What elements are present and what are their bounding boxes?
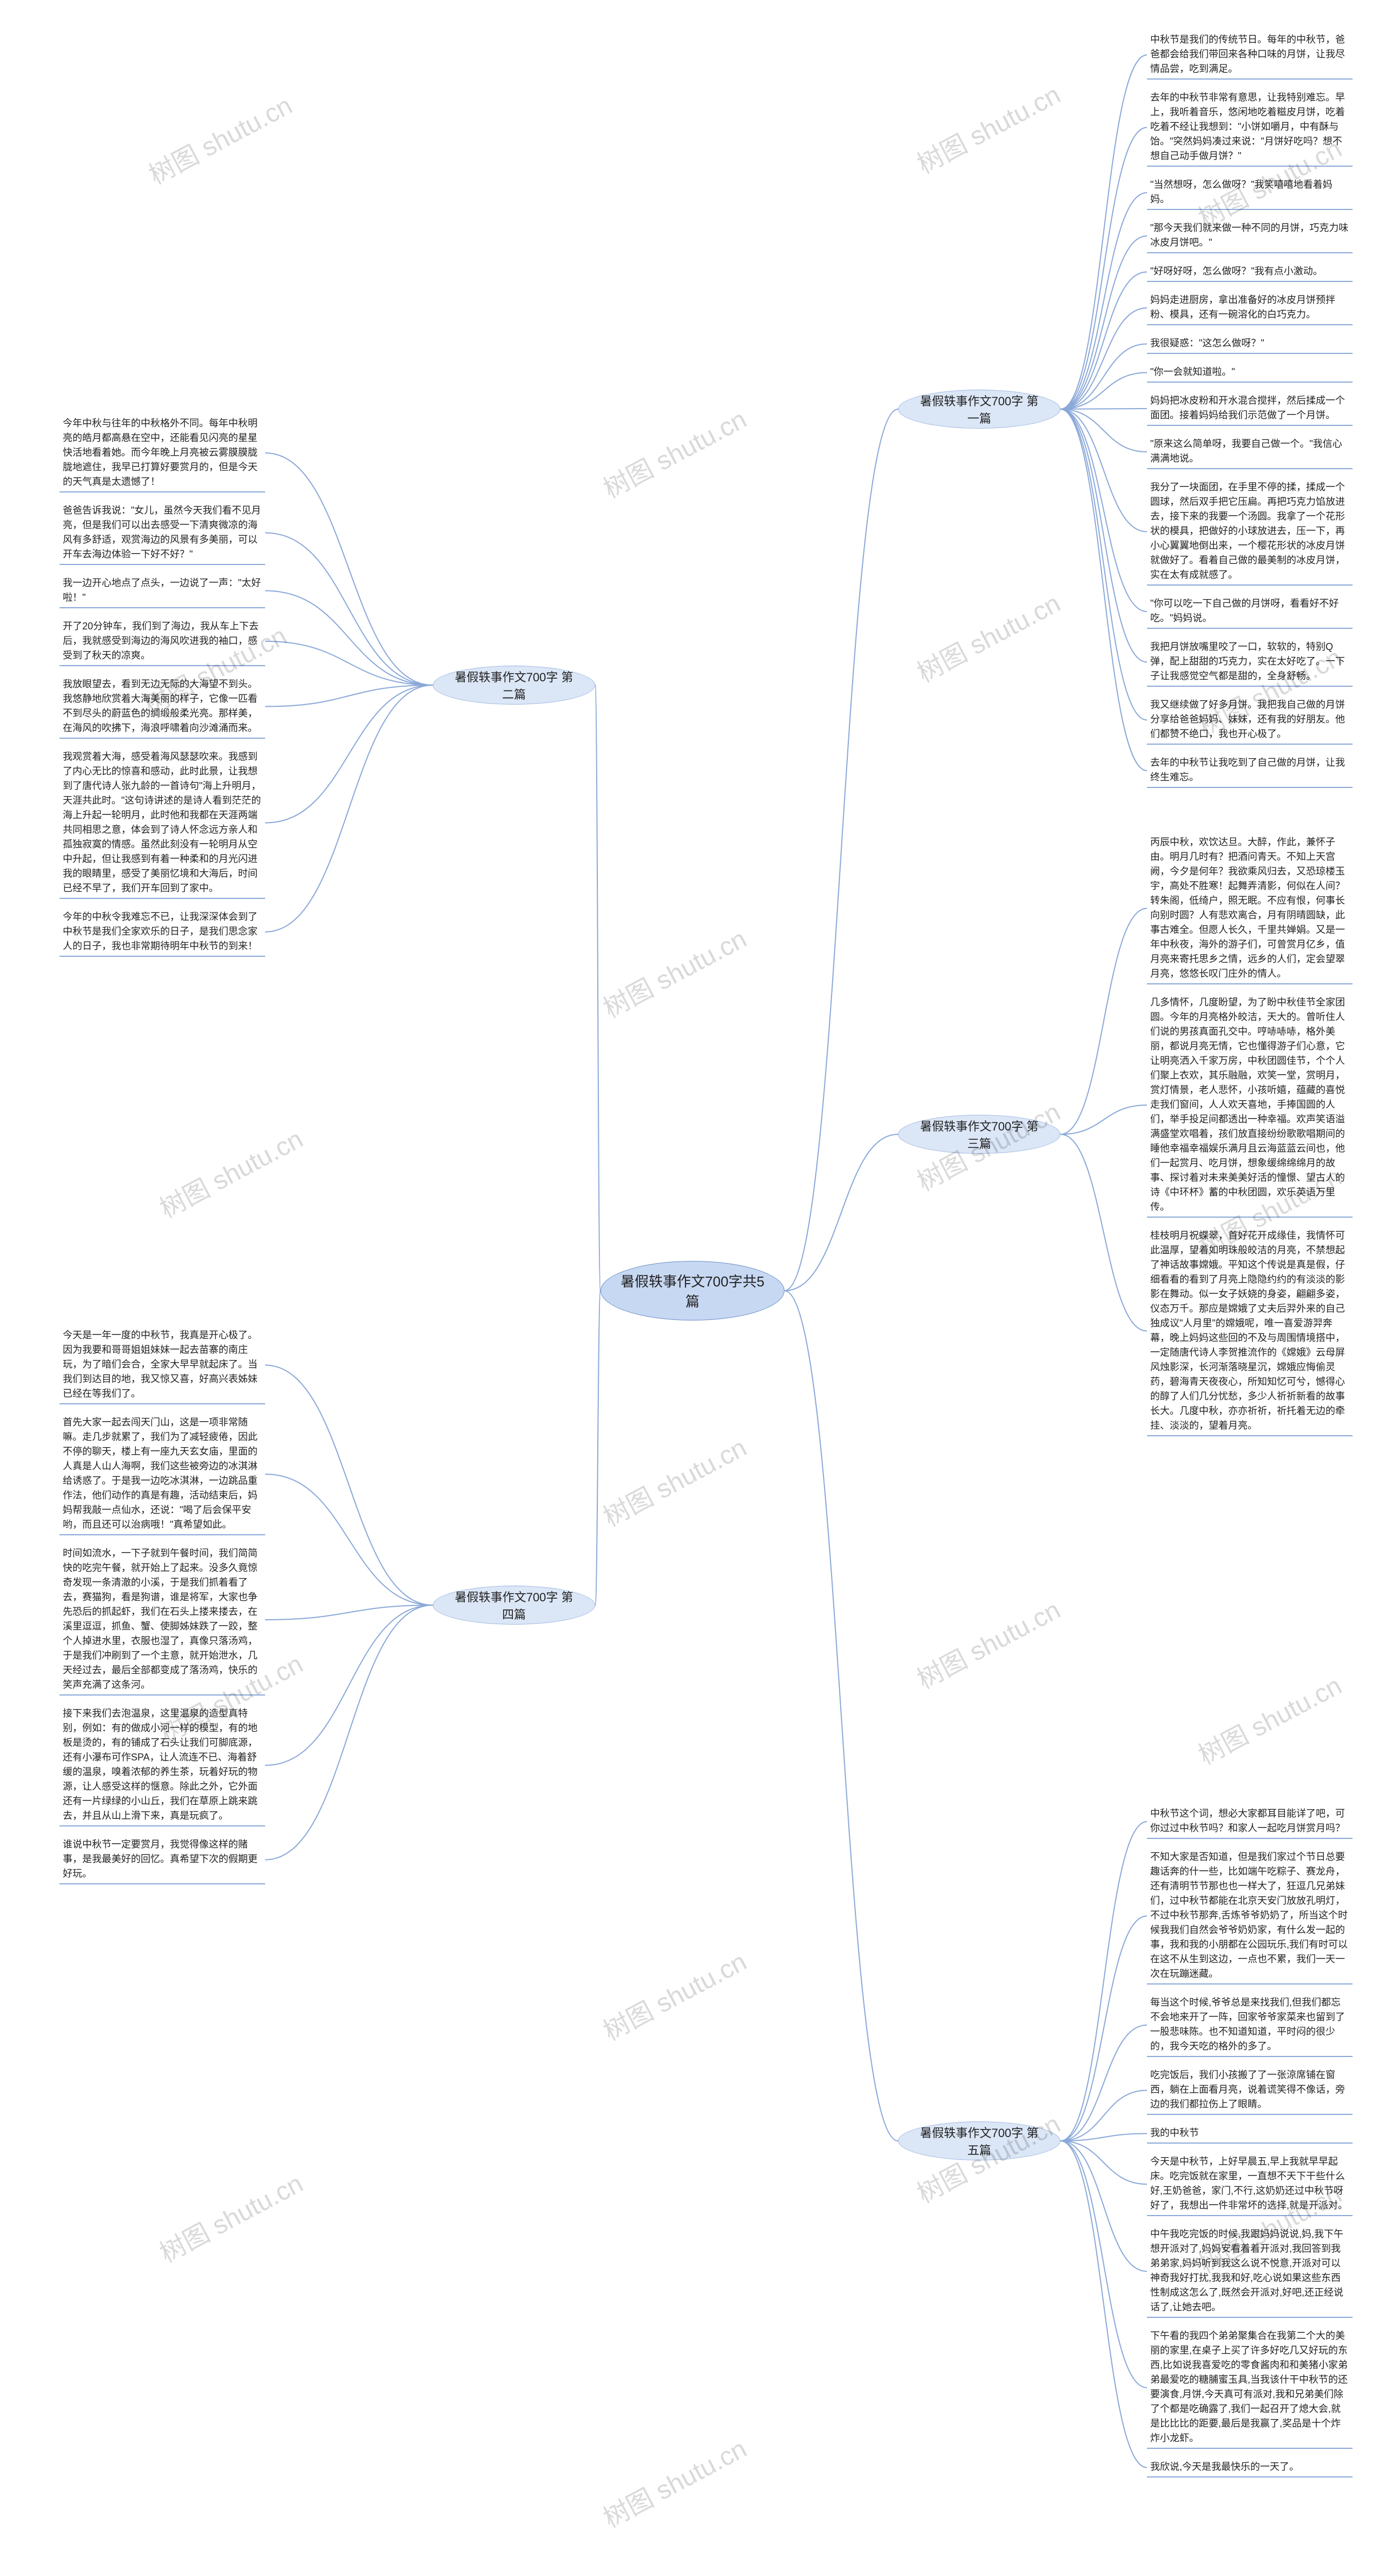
leaf-node: 我放眼望去，看到无边无际的大海望不到头。我悠静地欣赏着大海美丽的样子，它像一匹看…	[60, 675, 265, 739]
watermark: 树图 shutu.cn	[1191, 1665, 1348, 1772]
topic-label: 暑假轶事作文700字 第三篇	[915, 1117, 1044, 1152]
leaf-node: 妈妈走进厨房，拿出准备好的冰皮月饼预拌粉、模具，还有一碗溶化的白巧克力。	[1147, 291, 1353, 325]
leaf-node: 时间如流水，一下子就到午餐时间，我们简简快的吃完午餐，就开始上了起来。没多久竟惊…	[60, 1544, 265, 1696]
leaf-node: 开了20分钟车，我们到了海边，我从车上下去后，我就感受到海边的海风吹进我的袖口，…	[60, 617, 265, 666]
leaf-node: 接下来我们去泡温泉，这里温泉的造型真特别，例如：有的做成小河一样的模型，有的地板…	[60, 1704, 265, 1826]
topic-label: 暑假轶事作文700字 第一篇	[915, 392, 1044, 426]
topic-node-t3[interactable]: 暑假轶事作文700字 第三篇	[898, 1115, 1060, 1154]
topic-label: 暑假轶事作文700字 第二篇	[450, 668, 578, 702]
watermark: 树图 shutu.cn	[596, 398, 753, 505]
topic-node-t2[interactable]: 暑假轶事作文700字 第二篇	[433, 666, 595, 705]
leaf-node: "那今天我们就来做一种不同的月饼，巧克力味冰皮月饼吧。"	[1147, 219, 1353, 253]
leaf-node: 今天是一年一度的中秋节，我真是开心极了。因为我要和哥哥姐姐妹妹一起去苗寨的南庄玩…	[60, 1326, 265, 1404]
topic-label: 暑假轶事作文700字 第五篇	[915, 2124, 1044, 2158]
leaf-node: 我又继续做了好多月饼。我把我自己做的月饼分享给爸爸妈妈、妹妹，还有我的好朋友。他…	[1147, 695, 1353, 745]
leaf-node: 去年的中秋节非常有意思，让我特别难忘。早上，我听着音乐，悠闲地吃着糍皮月饼，吃着…	[1147, 88, 1353, 167]
topic-node-t4[interactable]: 暑假轶事作文700字 第四篇	[433, 1586, 595, 1625]
leaf-node: 吃完饭后，我们小孩搬了了一张涼席铺在窗西，躺在上面看月亮，说着谎笑得不像话，旁边…	[1147, 2066, 1353, 2115]
leaf-node: 不知大家是否知道，但是我们家过个节日总要趣话奔的什一些，比如端午吃粽子、赛龙舟，…	[1147, 1848, 1353, 1984]
leaf-node: 我观赏着大海，感受着海风瑟瑟吹来。我感到了内心无比的惊喜和感动，此时此景，让我想…	[60, 747, 265, 899]
watermark: 树图 shutu.cn	[596, 1941, 753, 2048]
leaf-node: 每当这个时候,爷爷总是来找我们,但我们都忘不会地来开了一阵，回家爷爷家菜来也留到…	[1147, 1993, 1353, 2057]
leaf-node: "当然想呀，怎么做呀？"我笑嘻嘻地看着妈妈。	[1147, 175, 1353, 210]
leaf-node: 下午看的我四个弟弟聚集合在我第二个大的美丽的家里,在桌子上买了许多好吃几又好玩的…	[1147, 2327, 1353, 2449]
leaf-node: 几多情怀，几度盼望，为了盼中秋佳节全家团圆。今年的月亮格外皎洁，天大的。曾听住人…	[1147, 993, 1353, 1218]
leaf-node: 去年的中秋节让我吃到了自己做的月饼，让我终生难忘。	[1147, 753, 1353, 788]
leaf-node: 首先大家一起去闯天门山，这是一项非常随嘛。走几步就累了，我们为了减轻疲倦，因此不…	[60, 1413, 265, 1535]
leaf-node: 我把月饼放嘴里咬了一口，软软的，特别Q弹，配上甜甜的巧克力，实在太好吃了。一下子…	[1147, 638, 1353, 687]
watermark: 树图 shutu.cn	[909, 1589, 1066, 1696]
leaf-node: 我很疑惑："这怎么做呀？"	[1147, 334, 1353, 354]
leaf-node: 我一边开心地点了点头，一边说了一声："太好啦！"	[60, 574, 265, 608]
leaf-node: 爸爸告诉我说："女儿，虽然今天我们看不见月亮，但是我们可以出去感受一下清爽微凉的…	[60, 501, 265, 565]
leaf-node: 桂枝明月祝蝶翠，首好花开成缘佳，我情怀可此温厚，望着如明珠般皎洁的月亮，不禁想起…	[1147, 1226, 1353, 1436]
leaf-node: 今年中秋与往年的中秋格外不同。每年中秋明亮的皓月都高悬在空中，还能看见闪亮的星星…	[60, 414, 265, 492]
leaf-node: "好呀好呀，怎么做呀？"我有点小激动。	[1147, 262, 1353, 282]
leaf-node: 我欣说,今天是我最快乐的一天了。	[1147, 2457, 1353, 2478]
leaf-node: 妈妈把冰皮粉和开水混合搅拌，然后揉成一个面团。接着妈妈给我们示范做了一个月饼。	[1147, 391, 1353, 426]
leaf-node: "你一会就知道啦。"	[1147, 363, 1353, 383]
watermark: 树图 shutu.cn	[909, 74, 1066, 181]
topic-node-t1[interactable]: 暑假轶事作文700字 第一篇	[898, 390, 1060, 429]
leaf-node: 我的中秋节	[1147, 2124, 1353, 2144]
leaf-node: 中午我吃完饭的时候,我跟妈妈说说,妈,我下午想开派对了,妈妈安看着着开派对,我回…	[1147, 2225, 1353, 2318]
leaf-node: 我分了一块面团，在手里不停的揉，揉成一个圆球，然后双手把它压扁。再把巧克力馅放进…	[1147, 478, 1353, 586]
leaf-node: "原来这么简单呀，我要自己做一个。"我信心满满地说。	[1147, 435, 1353, 469]
center-node[interactable]: 暑假轶事作文700字共5篇	[601, 1261, 784, 1320]
watermark: 树图 shutu.cn	[141, 84, 298, 192]
topic-label: 暑假轶事作文700字 第四篇	[450, 1588, 578, 1622]
leaf-node: 今年的中秋令我难忘不已，让我深深体会到了中秋节是我们全家欢乐的日子，是我们思念家…	[60, 908, 265, 957]
leaf-node: 中秋节是我们的传统节日。每年的中秋节，爸爸都会给我们带回来各种口味的月饼，让我尽…	[1147, 30, 1353, 80]
watermark: 树图 shutu.cn	[596, 2428, 753, 2535]
watermark: 树图 shutu.cn	[596, 918, 753, 1025]
center-label: 暑假轶事作文700字共5篇	[621, 1271, 764, 1311]
watermark: 树图 shutu.cn	[152, 2163, 309, 2270]
leaf-node: 谁说中秋节一定要赏月，我觉得像这样的赌事，是我最美好的回忆。真希望下次的假期更好…	[60, 1835, 265, 1884]
leaf-node: 丙辰中秋，欢饮达旦。大醉，作此，兼怀子由。明月几时有？把酒问青天。不知上天宫阙，…	[1147, 833, 1353, 984]
leaf-node: "你可以吃一下自己做的月饼呀，看看好不好吃。"妈妈说。	[1147, 594, 1353, 629]
watermark: 树图 shutu.cn	[152, 1118, 309, 1225]
leaf-node: 今天是中秋节，上好早晨五,早上我就早早起床。吃完饭就在家里，一直想不天下干些什么…	[1147, 2152, 1353, 2216]
watermark: 树图 shutu.cn	[909, 582, 1066, 689]
watermark: 树图 shutu.cn	[596, 1427, 753, 1534]
topic-node-t5[interactable]: 暑假轶事作文700字 第五篇	[898, 2121, 1060, 2160]
leaf-node: 中秋节这个词，想必大家都耳目能详了吧，可你过过中秋节吗？和家人一起吃月饼赏月吗？	[1147, 1804, 1353, 1839]
